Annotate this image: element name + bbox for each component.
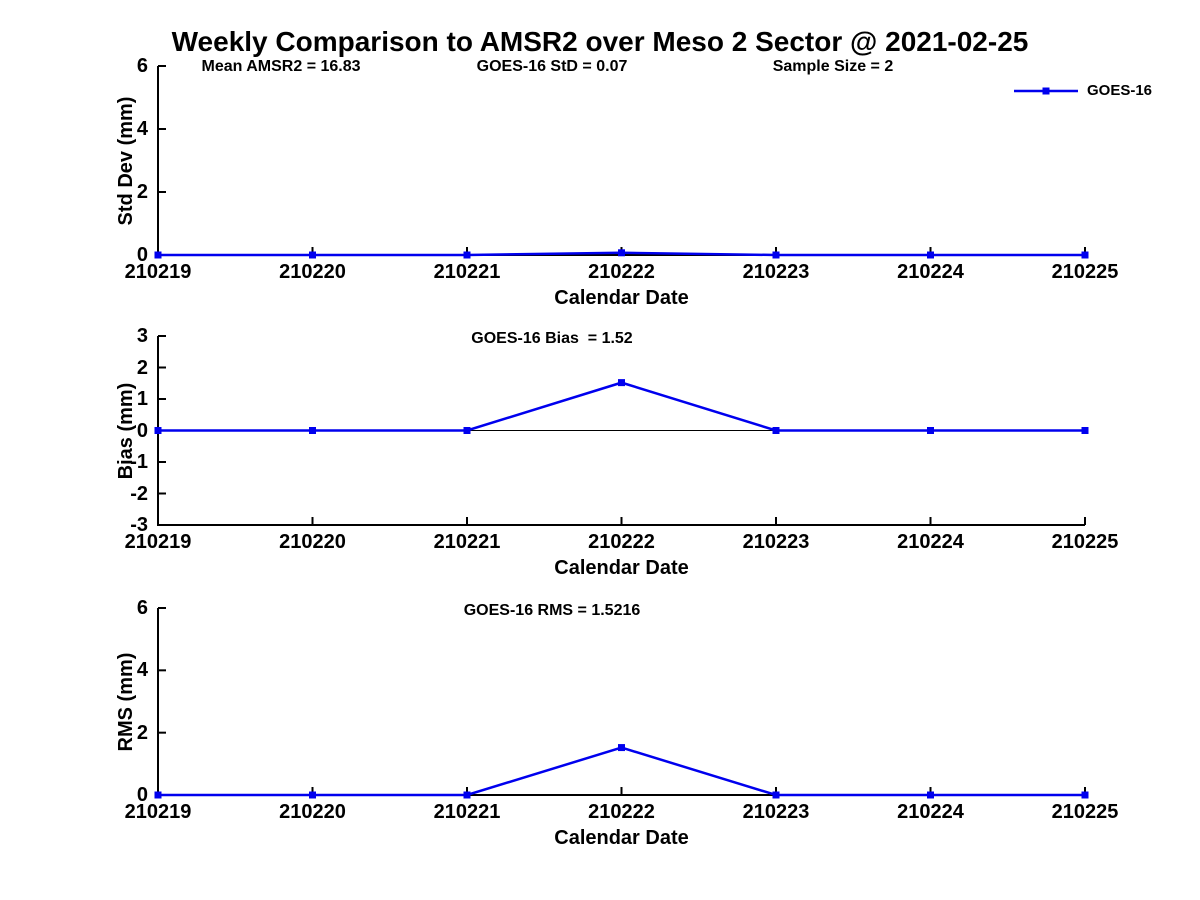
annotation-sample-size: Sample Size = 2 (772, 58, 894, 75)
bias-y-tick-label: -1 (130, 451, 148, 473)
std-dev-series-marker (309, 251, 316, 259)
rms-series-marker (927, 791, 934, 799)
bias-y-tick-label: 3 (136, 325, 148, 347)
rms-x-tick-label: 210224 (897, 801, 964, 823)
rms-y-tick-label: 4 (136, 659, 148, 682)
bias-x-tick-label: 210223 (742, 531, 810, 553)
bias-x-tick-label: 210225 (1051, 531, 1119, 553)
rms-x-tick-label: 210219 (124, 801, 192, 823)
rms-y-tick-label: 0 (136, 784, 148, 806)
std-dev-series-marker (463, 251, 471, 259)
bias-y-tick-label: -3 (130, 514, 148, 536)
bias-x-tick-label: 210220 (279, 531, 346, 553)
annotation-mean-amsr2: Mean AMSR2 = 16.83 (201, 58, 361, 75)
std-dev-series-marker (772, 251, 780, 259)
rms-y-tick-label: 2 (136, 721, 148, 744)
legend-label: GOES-16 (1087, 82, 1153, 99)
legend-line-swatch (1014, 87, 1078, 94)
std-dev-x-tick-label: 210220 (279, 261, 346, 283)
std-dev-y-tick-label: 0 (136, 244, 148, 266)
legend-series-marker-icon (1042, 87, 1050, 94)
bias-x-tick-label: 210224 (897, 531, 964, 553)
rms-series-marker (309, 791, 316, 799)
std-dev-x-tick-label: 210221 (433, 261, 501, 283)
bias-series-marker (154, 427, 162, 434)
bias-series-marker (772, 427, 780, 434)
rms-x-tick-label: 210222 (588, 801, 655, 823)
rms-ylabel: RMS (mm) (115, 652, 137, 751)
bias-y-tick-label: 0 (136, 419, 148, 442)
std-dev-x-tick-label: 210219 (124, 261, 192, 283)
rms-series-marker (154, 791, 162, 799)
std-dev-series-marker (1081, 251, 1089, 259)
bias-x-tick-label: 210222 (588, 531, 655, 553)
rms-x-tick-label: 210221 (433, 801, 501, 823)
rms-series-marker (772, 791, 780, 799)
bias-x-tick-label: 210221 (433, 531, 501, 553)
std-dev-series-marker (927, 251, 934, 259)
bias-ylabel: Bias (mm) (115, 382, 137, 479)
std-dev-y-tick-label: 4 (136, 118, 148, 140)
bias-x-tick-label: 210219 (124, 531, 192, 553)
rms-x-tick-label: 210225 (1051, 801, 1119, 823)
rms-x-tick-label: 210223 (742, 801, 810, 823)
annotation-goes16-std: GOES-16 StD = 0.07 (476, 58, 628, 75)
bias-series-marker (309, 427, 316, 434)
std-dev-x-tick-label: 210222 (588, 261, 655, 283)
bias-series-marker (1081, 427, 1089, 434)
rms-series-marker (1081, 791, 1089, 799)
figure-title: Weekly Comparison to AMSR2 over Meso 2 S… (171, 26, 1029, 57)
legend: GOES-16 (1012, 82, 1152, 99)
std-dev-x-tick-label: 210225 (1051, 261, 1119, 283)
rms-x-tick-label: 210220 (279, 801, 346, 823)
bias-series-marker (927, 427, 934, 434)
std-dev-series-marker (618, 249, 625, 257)
std-dev-ylabel: Std Dev (mm) (115, 96, 137, 225)
rms-series-marker (463, 791, 471, 799)
std-dev-x-tick-label: 210223 (742, 261, 810, 283)
rms-xlabel: Calendar Date (554, 827, 689, 849)
rms-y-tick-label: 6 (136, 597, 148, 619)
bias-series-marker (618, 379, 625, 387)
rms-series-marker (618, 744, 625, 752)
bias-series-line (158, 381, 1085, 432)
rms-title: GOES-16 RMS = 1.5216 (463, 602, 641, 619)
std-dev-x-tick-label: 210224 (897, 261, 964, 283)
std-dev-y-tick-label: 2 (136, 181, 148, 203)
bias-series-marker (463, 427, 471, 434)
bias-y-tick-label: 2 (136, 356, 148, 379)
bias-xlabel: Calendar Date (554, 557, 689, 579)
std-dev-y-tick-label: 6 (136, 55, 148, 77)
std-dev-series-marker (154, 251, 162, 259)
std-dev-xlabel: Calendar Date (554, 287, 689, 309)
bias-y-tick-label: -2 (130, 482, 148, 505)
bias-y-tick-label: 1 (136, 388, 148, 410)
bias-title: GOES-16 Bias = 1.52 (471, 330, 633, 347)
